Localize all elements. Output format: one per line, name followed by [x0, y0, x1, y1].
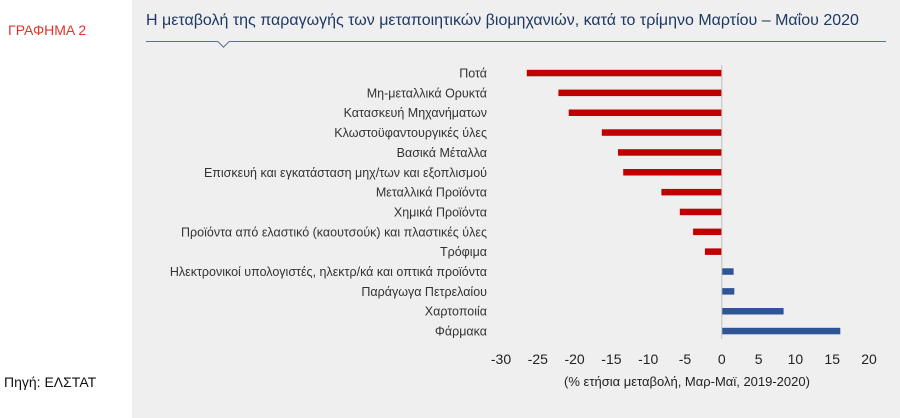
chart-panel: [132, 0, 900, 418]
x-tick-label: -10: [638, 351, 658, 367]
x-tick-label: 15: [824, 351, 840, 367]
x-tick-label: -25: [528, 351, 548, 367]
bar: [623, 169, 722, 176]
bar: [661, 188, 722, 196]
bar: [721, 308, 784, 315]
graph-number-label: ΓΡΑΦΗΜΑ 2: [8, 22, 87, 38]
x-tick-label: 0: [718, 351, 726, 367]
x-tick-label: 5: [755, 351, 763, 367]
bar: [601, 129, 722, 136]
bar: [679, 208, 722, 216]
category-label: Χαρτοποιία: [425, 305, 487, 319]
category-label: Προϊόντα από ελαστικό (καουτσούκ) και πλ…: [181, 225, 487, 239]
bar: [568, 109, 722, 116]
x-tick-label: -5: [679, 351, 692, 367]
bar: [693, 228, 722, 236]
title-underline: [146, 41, 886, 42]
bar: [704, 248, 722, 255]
bars-group: [526, 69, 841, 335]
chart-title: Η μεταβολή της παραγωγής των μεταποιητικ…: [146, 12, 859, 29]
tick-labels-group: -30 -25 -20 -15 -10 -5 0 5 10 15 20: [491, 351, 877, 367]
category-label: Κλωστοϋφαντουργικές ύλες: [334, 126, 487, 140]
category-label: Ποτά: [459, 67, 487, 81]
x-tick-label: -15: [601, 351, 621, 367]
category-label: Ηλεκτρονικοί υπολογιστές, ηλεκτρ/κά και …: [170, 265, 487, 279]
x-tick-label: 10: [788, 351, 804, 367]
category-label: Παράγωγα Πετρελαίου: [361, 285, 487, 299]
source-note: Πηγή: ΕΛΣΤΑΤ: [4, 374, 97, 390]
left-column: ΓΡΑΦΗΜΑ 2 Πηγή: ΕΛΣΤΑΤ: [0, 0, 116, 418]
x-axis-title: (% ετήσια μεταβολή, Μαρ-Μαϊ, 2019-2020): [564, 374, 810, 389]
bar: [721, 268, 734, 275]
category-label: Επισκευή και εγκατάσταση μηχ/των και εξο…: [204, 166, 487, 180]
category-labels-group: Ποτά Μη-μεταλλικά Ορυκτά Κατασκευή Μηχανήμ…: [170, 67, 487, 339]
category-label: Μη-μεταλλικά Ορυκτά: [367, 86, 487, 100]
bar: [618, 149, 722, 156]
bar: [721, 327, 841, 335]
category-label: Τρόφιμα: [440, 245, 487, 259]
bar: [526, 69, 722, 77]
bar: [558, 89, 722, 97]
category-label: Χημικά Προϊόντα: [394, 206, 487, 220]
category-label: Βασικά Μέταλλα: [397, 146, 487, 160]
category-label: Κατασκευή Μηχανήματων: [344, 106, 487, 120]
category-label: Φάρμακα: [435, 325, 487, 339]
x-tick-label: -30: [491, 351, 511, 367]
bar: [721, 288, 735, 295]
category-label: Μεταλλικά Προϊόντα: [376, 186, 487, 200]
x-tick-label: 20: [861, 351, 877, 367]
x-tick-label: -20: [564, 351, 584, 367]
